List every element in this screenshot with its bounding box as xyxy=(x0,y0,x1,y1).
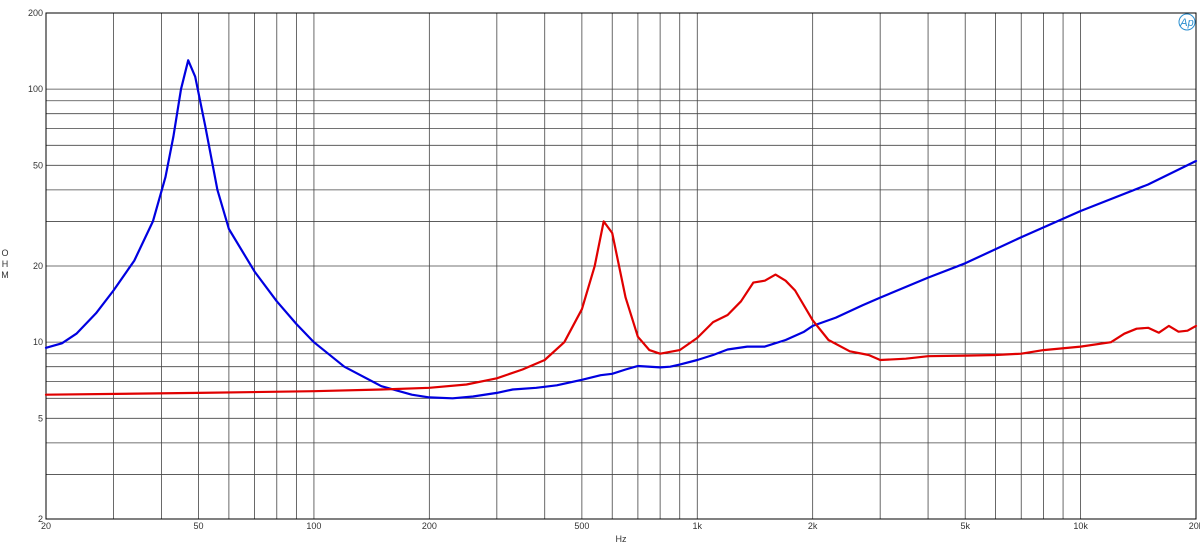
series-line-2 xyxy=(44,220,1198,396)
y-tick-label: 200 xyxy=(28,8,43,18)
horizontal-gridlines xyxy=(46,88,1196,475)
x-tick-label: 2k xyxy=(808,521,818,531)
x-tick-labels: 20 50 100 200 500 1k 2k 5k 10k 20k xyxy=(41,521,1200,531)
y-tick-label: 20 xyxy=(33,261,43,271)
y-tick-label: 100 xyxy=(28,84,43,94)
x-tick-label: 500 xyxy=(574,521,589,531)
x-tick-label: 200 xyxy=(422,521,437,531)
y-tick-labels: 2 5 10 20 50 100 200 xyxy=(28,8,43,524)
y-axis-label-letter: H xyxy=(2,259,9,269)
series-layer xyxy=(44,59,1198,400)
x-tick-label: 1k xyxy=(693,521,703,531)
x-axis-label: Hz xyxy=(616,534,627,544)
x-tick-label: 10k xyxy=(1073,521,1088,531)
logo-ring xyxy=(1178,13,1196,31)
y-tick-label: 50 xyxy=(33,160,43,170)
y-tick-label: 10 xyxy=(33,337,43,347)
x-tick-label: 50 xyxy=(194,521,204,531)
x-tick-label: 20 xyxy=(41,521,51,531)
logo-text: Ap xyxy=(1179,17,1193,29)
y-axis-label-letter: O xyxy=(1,248,8,258)
y-tick-label: 5 xyxy=(38,413,43,423)
y-axis-label-letter: M xyxy=(1,270,9,280)
x-tick-label: 100 xyxy=(306,521,321,531)
x-tick-label: 20k xyxy=(1189,521,1200,531)
y-tick-label: 2 xyxy=(38,514,43,524)
ap-logo: Ap xyxy=(1178,13,1196,31)
x-tick-label: 5k xyxy=(960,521,970,531)
plot-frame xyxy=(45,12,1197,520)
y-axis-label: OHM xyxy=(1,248,9,280)
